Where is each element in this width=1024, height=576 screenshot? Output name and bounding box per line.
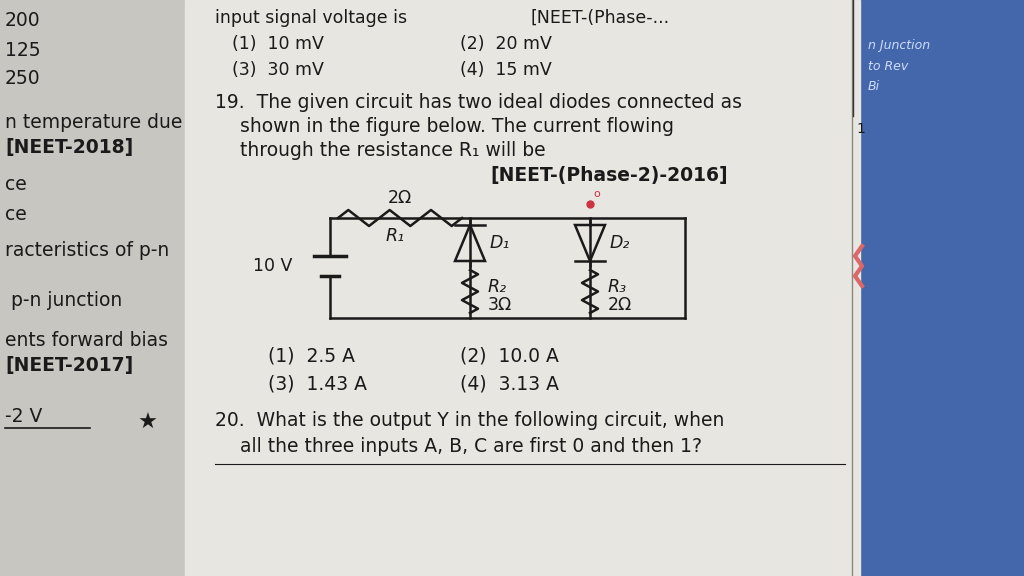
Text: o: o	[593, 189, 600, 199]
Text: racteristics of p-n: racteristics of p-n	[5, 241, 169, 260]
Text: ★: ★	[138, 413, 158, 433]
Text: [NEET-(Phase-2)-2016]: [NEET-(Phase-2)-2016]	[490, 166, 728, 185]
Text: R₃: R₃	[608, 279, 627, 297]
Text: [NEET-2018]: [NEET-2018]	[5, 138, 133, 157]
Text: 2Ω: 2Ω	[608, 297, 632, 314]
Text: [NEET-2017]: [NEET-2017]	[5, 357, 133, 376]
Bar	[185, 0, 860, 576]
Text: input signal voltage is: input signal voltage is	[215, 9, 408, 27]
Text: (2)  10.0 A: (2) 10.0 A	[460, 347, 559, 366]
Text: -2 V: -2 V	[5, 407, 42, 426]
Text: 20.  What is the output Y in the following circuit, when: 20. What is the output Y in the followin…	[215, 411, 724, 430]
Text: ents forward bias: ents forward bias	[5, 331, 168, 350]
Text: R₂: R₂	[488, 279, 507, 297]
Text: ce: ce	[5, 204, 27, 223]
Text: 250: 250	[5, 69, 41, 88]
Text: (4)  3.13 A: (4) 3.13 A	[460, 374, 559, 393]
Text: shown in the figure below. The current flowing: shown in the figure below. The current f…	[240, 118, 674, 137]
Text: D₁: D₁	[490, 234, 510, 252]
Text: (1)  2.5 A: (1) 2.5 A	[268, 347, 355, 366]
Text: R₁: R₁	[385, 227, 404, 245]
Text: (2)  20 mV: (2) 20 mV	[460, 35, 552, 53]
Text: 125: 125	[5, 40, 41, 59]
Text: ce: ce	[5, 175, 27, 194]
Text: n temperature due: n temperature due	[5, 112, 182, 131]
Text: 10 V: 10 V	[253, 257, 292, 275]
Text: n Junction: n Junction	[868, 40, 930, 52]
Text: Bi: Bi	[868, 79, 880, 93]
Bar	[0, 0, 185, 576]
Text: all the three inputs A, B, C are first 0 and then 1?: all the three inputs A, B, C are first 0…	[240, 437, 702, 456]
Text: 1: 1	[856, 122, 865, 136]
Text: p-n junction: p-n junction	[5, 290, 122, 309]
Text: D₂: D₂	[610, 234, 631, 252]
Text: 200: 200	[5, 10, 41, 29]
Text: through the resistance R₁ will be: through the resistance R₁ will be	[240, 142, 546, 161]
Bar	[860, 0, 1024, 576]
Text: (3)  1.43 A: (3) 1.43 A	[268, 374, 367, 393]
Text: [NEET-(Phase-...: [NEET-(Phase-...	[530, 9, 669, 27]
Text: (3)  30 mV: (3) 30 mV	[232, 61, 324, 79]
Text: (1)  10 mV: (1) 10 mV	[232, 35, 324, 53]
Text: (4)  15 mV: (4) 15 mV	[460, 61, 552, 79]
Text: 19.  The given circuit has two ideal diodes connected as: 19. The given circuit has two ideal diod…	[215, 93, 742, 112]
Text: 2Ω: 2Ω	[388, 189, 412, 207]
Text: to Rev: to Rev	[868, 59, 908, 73]
Text: 3Ω: 3Ω	[488, 297, 512, 314]
